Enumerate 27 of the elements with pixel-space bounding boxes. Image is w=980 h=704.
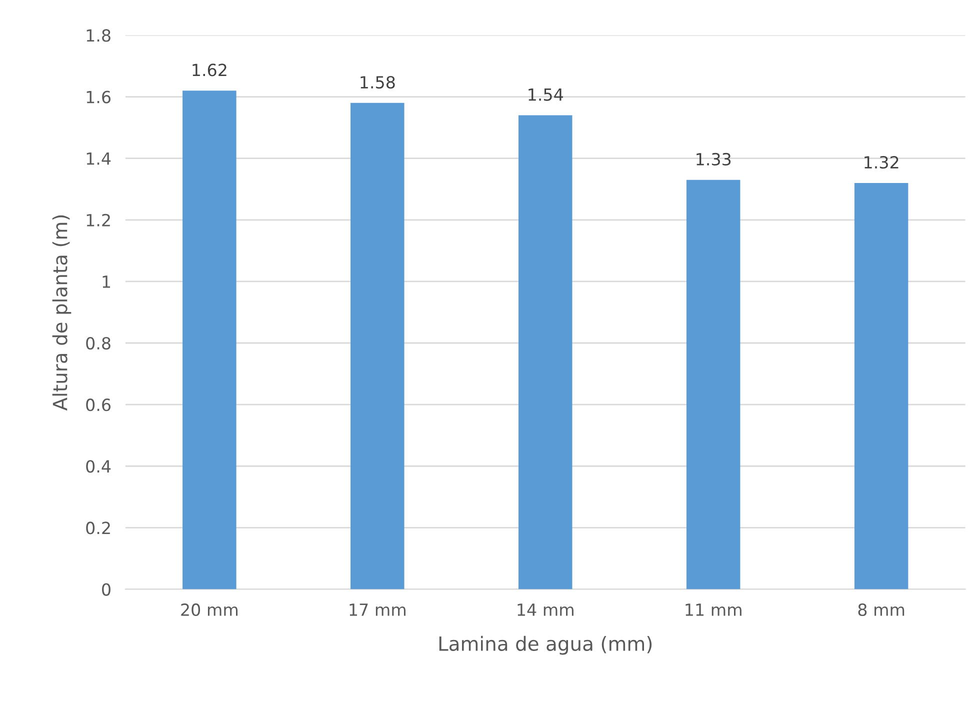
data-label: 1.54	[528, 88, 563, 101]
data-label: 1.33	[696, 152, 731, 166]
bar	[854, 182, 908, 590]
data-label: 1.58	[360, 76, 395, 89]
y-tick-label: 1	[102, 276, 110, 288]
bar	[350, 102, 404, 590]
y-axis-title: Altura de planta (m)	[52, 215, 72, 411]
x-tick-label: 14 mm	[518, 604, 574, 616]
y-tick-label: 1.4	[86, 152, 111, 165]
bar	[686, 180, 740, 590]
y-tick-label: 0.8	[86, 336, 110, 350]
x-tick-label: 20 mm	[181, 603, 238, 616]
x-axis-title: Lamina de agua (mm)	[439, 636, 652, 655]
x-tick-label: 17 mm	[350, 604, 406, 616]
y-tick-label: 1.2	[86, 214, 110, 226]
y-tick-label: 1.8	[86, 29, 110, 42]
x-tick-label: 11 mm	[686, 604, 742, 616]
data-label: 1.62	[192, 64, 226, 76]
data-label: 1.32	[864, 156, 898, 169]
y-tick-label: 0.6	[86, 398, 110, 412]
y-tick-label: 1.6	[86, 90, 110, 104]
y-tick-label: 0.2	[86, 522, 110, 534]
y-tick-label: 0.4	[86, 460, 111, 473]
x-tick-label: 8 mm	[858, 603, 904, 616]
y-tick-label: 0	[102, 583, 110, 596]
bar	[182, 90, 236, 590]
bar	[518, 115, 572, 590]
